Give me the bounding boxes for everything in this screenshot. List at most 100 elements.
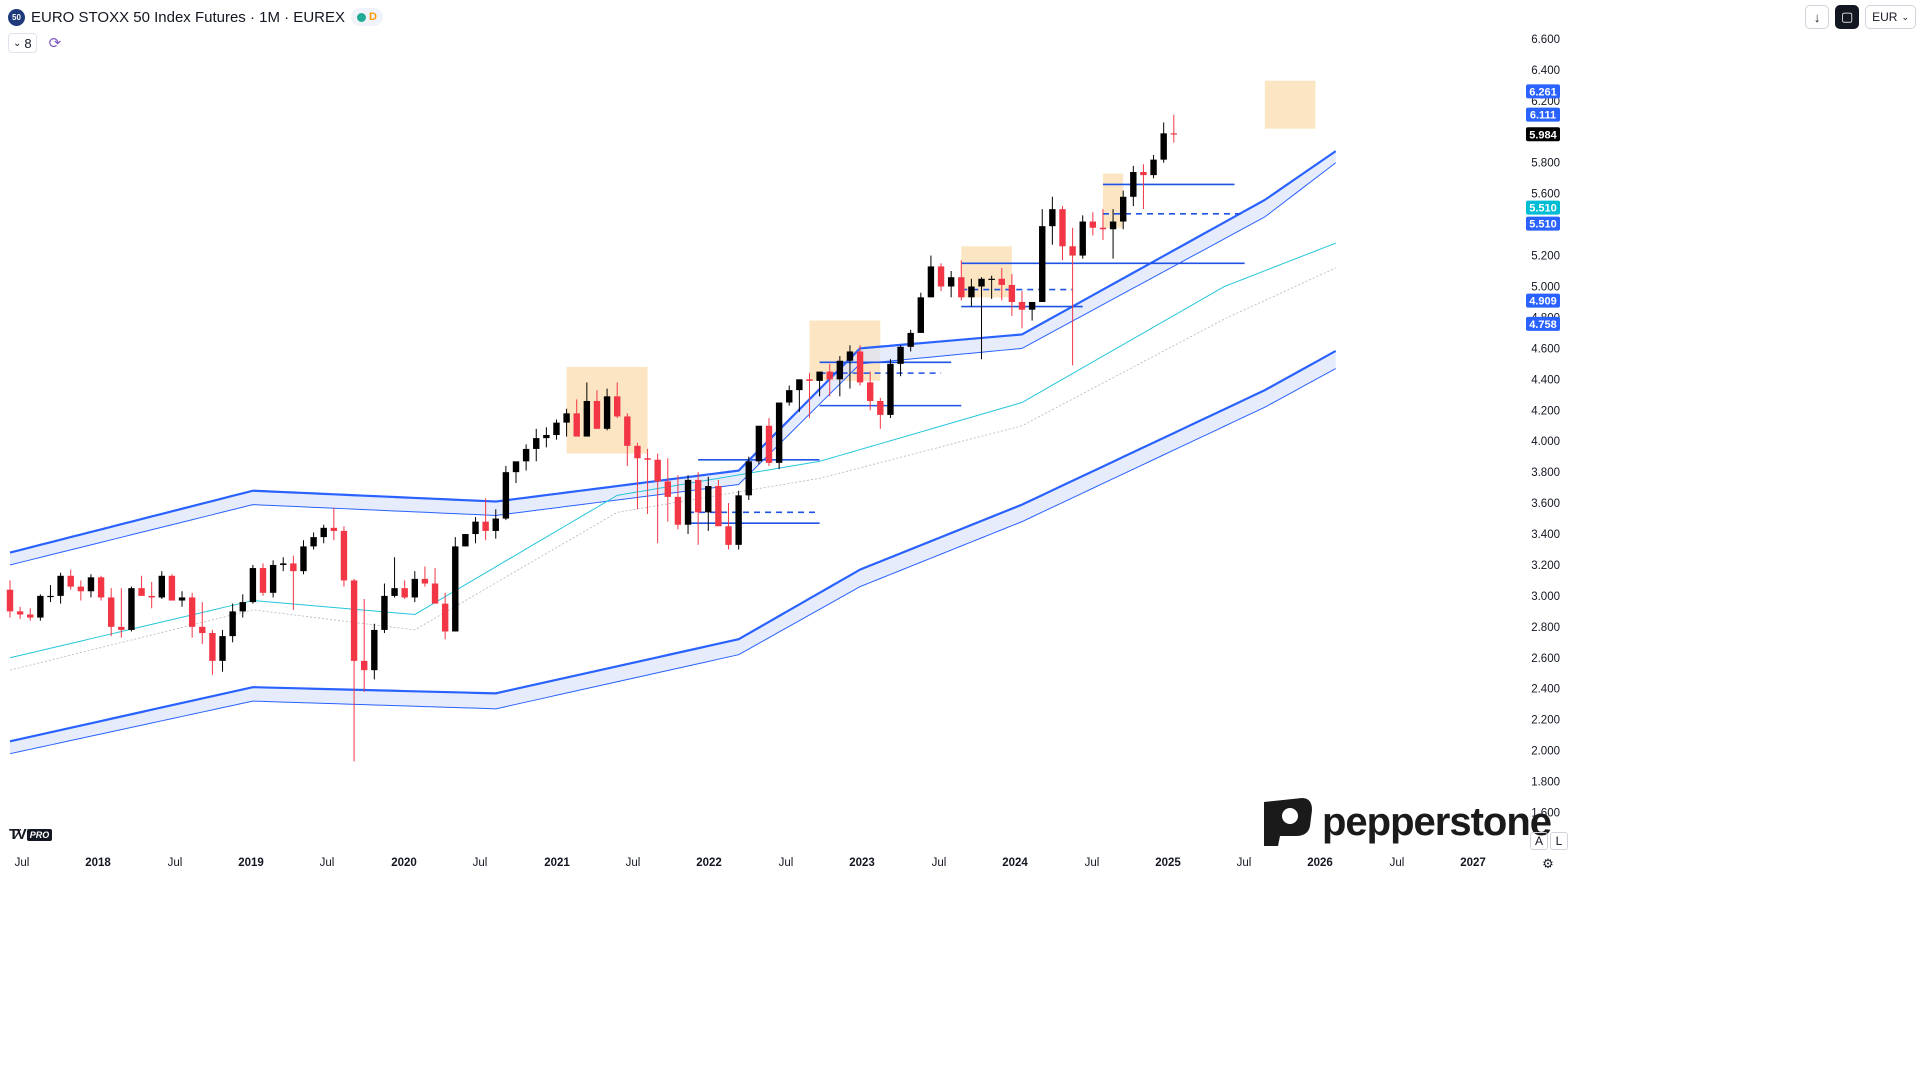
candle — [441, 592, 449, 640]
candle — [603, 388, 611, 431]
chart-header: 50 EURO STOXX 50 Index Futures · 1M · EU… — [8, 7, 383, 27]
candle — [350, 578, 358, 762]
x-tick-label: 2022 — [696, 857, 722, 869]
settings-gear-icon[interactable]: ⚙ — [1542, 856, 1554, 871]
lower-band-inner-line — [9, 349, 1337, 743]
candle — [786, 385, 793, 406]
candle — [917, 292, 924, 333]
candle — [522, 444, 530, 471]
currency-select[interactable]: EUR ⌄ — [1865, 5, 1916, 29]
lower-band-outer-line — [9, 368, 1336, 755]
log-scale-button[interactable]: L — [1550, 832, 1568, 850]
candle — [1008, 274, 1016, 316]
symbol-title[interactable]: EURO STOXX 50 Index Futures · 1M · EUREX — [31, 8, 345, 26]
candle — [806, 373, 813, 418]
price-tag: 6.111 — [1526, 107, 1560, 122]
arrow-down-icon[interactable]: ↓ — [1805, 5, 1830, 29]
candle — [280, 557, 287, 572]
candle — [249, 564, 257, 604]
upper-band-fill — [10, 151, 1336, 565]
y-tick-label: 3.600 — [1531, 498, 1560, 510]
candle — [755, 425, 763, 465]
symbol-logo-icon: 50 — [8, 8, 25, 26]
x-tick-label: Jul — [1390, 857, 1405, 869]
y-tick-label: 2.800 — [1531, 622, 1560, 634]
candle — [573, 399, 580, 437]
y-tick-label: 4.200 — [1531, 405, 1560, 417]
candle — [290, 555, 297, 610]
svg-text:5.984: 5.984 — [1529, 129, 1557, 141]
candle — [1079, 215, 1086, 259]
candle — [168, 574, 176, 601]
x-tick-label: Jul — [932, 857, 947, 869]
candle — [867, 371, 874, 411]
candle — [431, 568, 439, 604]
candle — [138, 575, 145, 596]
candle — [148, 581, 155, 609]
top-right-tools: ↓ ▢ EUR ⌄ — [1805, 5, 1916, 29]
x-tick-label: 2018 — [85, 857, 111, 869]
candle — [745, 456, 752, 500]
price-tag: 6.261 — [1526, 84, 1560, 99]
tradingview-logo: T⁄V PRO — [9, 826, 53, 843]
candle — [209, 629, 216, 675]
candle — [593, 390, 601, 429]
candle — [684, 475, 692, 535]
svg-text:4.909: 4.909 — [1529, 296, 1557, 308]
x-tick-label: Jul — [15, 857, 30, 869]
y-tick-label: 4.000 — [1531, 436, 1560, 448]
y-tick-label: 3.000 — [1531, 591, 1560, 603]
candle — [1099, 209, 1107, 241]
svg-text:6.261: 6.261 — [1529, 86, 1557, 98]
candle — [361, 598, 368, 692]
candle — [1150, 155, 1157, 179]
pepperstone-logo: pepperstone — [1258, 796, 1552, 848]
price-tag: 4.909 — [1526, 293, 1560, 308]
auto-scale-button[interactable]: A — [1530, 832, 1548, 850]
price-tag: 5.510 — [1526, 200, 1560, 215]
candle — [330, 507, 338, 541]
market-open-icon — [357, 12, 366, 22]
indicator-toggle[interactable]: ⌄ 8 — [8, 33, 37, 53]
y-tick-label: 6.600 — [1531, 34, 1560, 46]
candle — [958, 260, 965, 301]
candle — [27, 608, 34, 621]
candle — [452, 537, 459, 632]
candle — [624, 413, 631, 466]
upper-band-outer-line — [9, 162, 1337, 566]
candle — [907, 329, 914, 352]
candle — [614, 382, 621, 418]
candle — [553, 419, 560, 440]
candle — [826, 363, 833, 397]
screen-icon[interactable]: ▢ — [1835, 5, 1860, 29]
supply-zone — [1264, 80, 1316, 129]
market-status[interactable]: D — [351, 8, 383, 26]
candle — [796, 379, 803, 412]
candle — [502, 465, 510, 521]
candle — [836, 356, 844, 397]
y-tick-label: 6.400 — [1531, 65, 1560, 77]
candle — [887, 359, 894, 418]
x-tick-label: 2027 — [1460, 857, 1486, 869]
candle — [87, 574, 95, 598]
pepperstone-mark-icon — [1264, 798, 1312, 846]
candle — [1120, 190, 1127, 230]
refresh-icon[interactable]: ⟳ — [48, 35, 62, 52]
y-tick-label: 5.200 — [1531, 251, 1560, 263]
candle — [1089, 212, 1097, 236]
y-tick-label: 1.600 — [1531, 807, 1560, 819]
candle — [765, 417, 773, 466]
plot-area[interactable] — [6, 80, 1337, 762]
svg-text:4.758: 4.758 — [1529, 319, 1557, 331]
candle — [421, 566, 429, 587]
candle — [381, 583, 388, 634]
y-tick-label: 5.600 — [1531, 189, 1560, 201]
x-tick-label: 2026 — [1307, 857, 1333, 869]
lower-band-fill — [10, 350, 1336, 754]
candle — [644, 448, 651, 514]
brand-name: pepperstone — [1322, 799, 1552, 844]
x-tick-label: Jul — [168, 857, 183, 869]
y-tick-label: 1.800 — [1531, 777, 1560, 789]
candle — [978, 277, 985, 360]
